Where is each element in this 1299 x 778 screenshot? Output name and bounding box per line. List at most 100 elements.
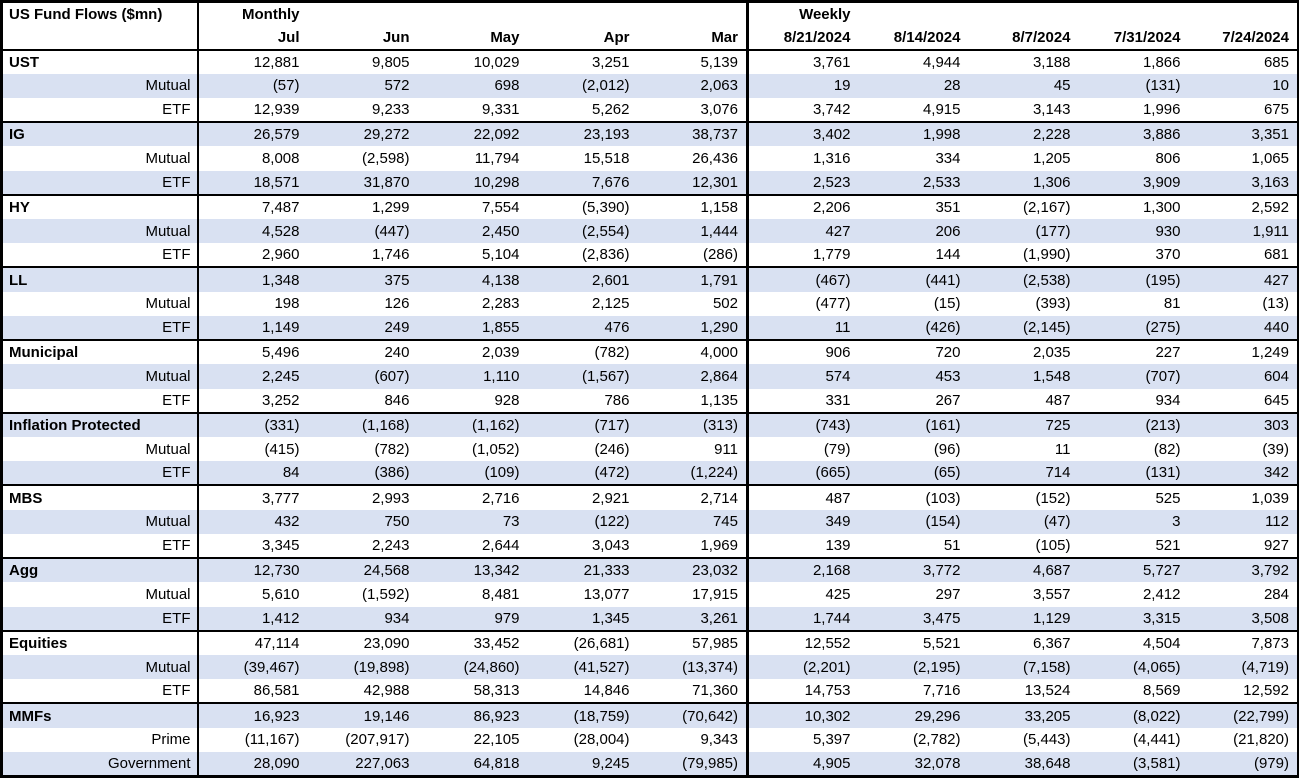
data-cell: (39) [1262, 440, 1289, 458]
sub-row: Mutual (415) (782) (1,052) (246) 911 (79) (96) 1… [1, 437, 1299, 462]
data-cell: 351 [858, 193, 969, 220]
data-cell: 58,313 [473, 682, 520, 700]
data-cell: (15) [933, 295, 961, 313]
sub-row-label: ETF [1, 243, 199, 268]
category-label: MBS [1, 484, 199, 510]
category-row: MBS 3,777 2,993 2,716 2,921 2,714 487 (103) (152… [1, 484, 1299, 510]
data-cell: (477) [746, 291, 859, 316]
data-cell: 1,110 [417, 364, 528, 389]
data-cell: (28,004) [573, 731, 630, 749]
data-cell: 2,168 [746, 557, 859, 583]
data-cell: 7,873 [1188, 629, 1299, 655]
data-cell: 15,518 [583, 149, 630, 167]
data-cell: (177) [968, 219, 1079, 244]
data-cell: 685 [1188, 48, 1299, 74]
data-cell: 5,104 [481, 246, 520, 264]
data-cell: 84 [197, 461, 308, 486]
data-cell: 26,579 [197, 121, 308, 147]
data-cell: (82) [1153, 440, 1181, 458]
data-cell: 8,481 [481, 585, 520, 603]
data-cell: 8,008 [261, 149, 300, 167]
data-cell: 1,911 [1188, 219, 1299, 244]
data-cell: 806 [1155, 149, 1181, 167]
data-cell: (5,390) [527, 193, 638, 220]
data-cell: (79,985) [637, 751, 748, 777]
data-cell: 7,554 [417, 193, 528, 220]
data-cell: 267 [935, 391, 961, 409]
data-cell: 1,129 [968, 606, 1079, 631]
data-cell: 4,687 [968, 557, 1079, 583]
data-cell: 4,905 [746, 751, 859, 777]
data-cell: 227 [1078, 339, 1189, 365]
data-cell: (131) [1078, 73, 1189, 98]
data-cell: 3,345 [261, 536, 300, 554]
sub-row: Prime (11,167) (207,917) 22,105 (28,004) 9,34… [1, 727, 1299, 752]
spacer-cell [527, 1, 638, 26]
sub-row: Mutual 198 126 2,283 2,125 502 (477) (15) (393) 8… [1, 291, 1299, 316]
data-cell: 240 [307, 339, 418, 365]
data-cell: (5,443) [1022, 731, 1071, 749]
data-cell: (2,145) [968, 315, 1079, 341]
column-header-week-4: 7/31/2024 [1078, 25, 1189, 51]
sub-row: Government 28,090 227,063 64,818 9,245 (79,98… [1, 751, 1299, 777]
sub-row-label: Government [1, 751, 199, 777]
table-header: US Fund Flows ($mn) Monthly Weekly Jul J… [1, 1, 1299, 51]
data-cell: (1,052) [471, 440, 520, 458]
data-cell: (607) [307, 364, 418, 389]
data-cell: 33,205 [968, 702, 1079, 728]
data-cell: 2,533 [858, 170, 969, 195]
data-cell: 2,960 [261, 246, 300, 264]
data-cell: 2,039 [417, 339, 528, 365]
data-cell: (207,917) [345, 731, 410, 749]
data-cell: 81 [1163, 295, 1181, 313]
data-cell: 51 [943, 536, 961, 554]
data-cell: 6,367 [968, 629, 1079, 655]
sub-row-label: ETF [1, 97, 199, 123]
data-cell: (415) [264, 440, 300, 458]
data-cell: 1,855 [417, 315, 528, 341]
data-cell: 3,402 [746, 121, 859, 147]
data-cell: 3,188 [968, 48, 1079, 74]
data-cell: 71,360 [692, 682, 738, 700]
data-cell: 750 [307, 509, 418, 534]
data-cell: (2,167) [968, 193, 1079, 220]
data-cell: 28 [858, 73, 969, 98]
data-cell: (782) [374, 440, 410, 458]
data-cell: (21,820) [1233, 731, 1289, 749]
data-cell: 10,302 [746, 702, 859, 728]
data-cell: 144 [935, 246, 961, 264]
data-cell: 9,245 [527, 751, 638, 777]
data-cell: 297 [935, 585, 961, 603]
data-cell: 1,158 [637, 193, 748, 220]
data-cell: 1,149 [197, 315, 308, 341]
data-cell: (2,012) [527, 73, 638, 98]
data-cell: (24,860) [417, 654, 528, 680]
data-cell: 3,315 [1078, 606, 1189, 631]
data-cell: 3,777 [197, 484, 308, 510]
data-cell: 1,744 [746, 606, 859, 631]
data-cell: 19 [746, 73, 859, 98]
data-cell: (426) [858, 315, 969, 341]
data-cell: 786 [604, 391, 630, 409]
data-cell: (743) [746, 411, 859, 437]
sub-row-label: ETF [1, 679, 199, 704]
data-cell: 13,342 [417, 557, 528, 583]
data-cell: 3,143 [1032, 101, 1071, 119]
data-cell: (13,374) [637, 654, 748, 680]
data-cell: 2,644 [481, 536, 520, 554]
data-cell: 2,592 [1188, 193, 1299, 220]
data-cell: 12,939 [253, 101, 300, 119]
data-cell: 432 [197, 509, 308, 534]
data-cell: 24,568 [307, 557, 418, 583]
category-row: HY 7,487 1,299 7,554 (5,390) 1,158 2,206 351 (2,… [1, 193, 1299, 220]
data-cell: 3,557 [1032, 585, 1071, 603]
data-cell: 521 [1155, 536, 1181, 554]
data-cell: 1,412 [197, 606, 308, 631]
data-cell: 7,487 [197, 193, 308, 220]
data-cell: (246) [594, 440, 630, 458]
data-cell: 206 [858, 219, 969, 244]
data-cell: (313) [637, 411, 748, 437]
data-cell: 126 [384, 295, 410, 313]
column-header-jul: Jul [197, 25, 308, 51]
data-cell: (152) [968, 484, 1079, 510]
